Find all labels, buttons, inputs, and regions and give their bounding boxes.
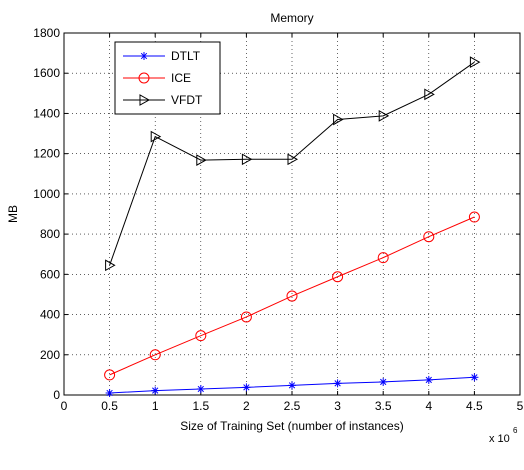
data-point-ice [332, 271, 344, 283]
data-point-ice [468, 211, 480, 223]
x-multiplier-exponent: 6 [513, 426, 518, 435]
legend-marker [140, 52, 148, 60]
x-tick-label: 5 [517, 399, 524, 413]
data-point-ice [286, 290, 298, 302]
legend-label: VFDT [171, 93, 203, 107]
data-point-dtlt [151, 386, 160, 395]
legend: DTLT ICE VFDT [114, 41, 221, 115]
data-point-ice [104, 369, 116, 381]
x-multiplier-label: x 10 [489, 433, 510, 445]
data-point-ice [377, 252, 389, 264]
data-point-vfdt [196, 154, 207, 166]
y-tick-label: 1000 [33, 187, 60, 201]
data-point-vfdt [424, 88, 435, 101]
series-layer [104, 56, 481, 397]
legend-item-vfdt: VFDT [123, 93, 203, 107]
series-line-ice [109, 216, 475, 376]
series-vfdt [105, 56, 481, 272]
y-tick-label: 1800 [33, 26, 60, 40]
data-point-dtlt [288, 381, 296, 390]
x-axis-label: Size of Training Set (number of instance… [180, 419, 403, 433]
legend-label: ICE [171, 71, 191, 85]
data-point-vfdt [150, 130, 162, 143]
data-point-vfdt [469, 56, 481, 69]
y-tick-label: 800 [40, 227, 60, 241]
x-tick-label: 2 [243, 399, 250, 413]
data-point-dtlt [379, 377, 388, 386]
x-tick-label: 0.5 [101, 399, 118, 413]
data-point-dtlt [470, 373, 479, 382]
x-tick-label: 1 [152, 399, 159, 413]
x-tick-label: 4.5 [466, 399, 483, 413]
data-point-vfdt [241, 153, 253, 166]
legend-marker [139, 94, 151, 106]
data-point-ice [240, 311, 252, 323]
x-tick-label: 3 [334, 399, 341, 413]
x-tick-label: 3.5 [375, 399, 392, 413]
series-line-vfdt [109, 61, 475, 266]
x-tick-label: 4 [425, 399, 432, 413]
y-tick-label: 1400 [33, 106, 60, 120]
data-point-ice [195, 330, 207, 342]
y-tick-label: 1600 [33, 66, 60, 80]
data-point-vfdt [287, 153, 299, 166]
series-dtlt [105, 373, 479, 397]
data-point-vfdt [105, 259, 116, 272]
x-tick-label: 1.5 [192, 399, 209, 413]
data-point-dtlt [196, 384, 205, 393]
y-tick-label: 0 [53, 388, 60, 402]
data-point-ice [423, 231, 435, 243]
data-point-vfdt [378, 110, 390, 122]
y-tick-label: 400 [40, 308, 60, 322]
chart-title: Memory [270, 11, 313, 25]
y-axis-label: MB [6, 205, 20, 223]
y-tick-label: 200 [40, 348, 60, 362]
x-tick-label: 0 [61, 399, 68, 413]
data-point-dtlt [424, 375, 433, 384]
y-tick-label: 600 [40, 267, 60, 281]
data-point-ice [149, 349, 161, 361]
data-point-dtlt [105, 388, 114, 397]
grid-lines [64, 33, 520, 395]
y-tick-label: 1200 [33, 147, 60, 161]
data-point-dtlt [333, 379, 342, 388]
legend-marker [138, 72, 150, 84]
axis-ticks: 0 0.5 1 1.5 2 2.5 3 3.5 4 4.5 5 0 200 400 600 800 1000 12… [33, 26, 523, 413]
data-point-vfdt [333, 113, 344, 126]
legend-label: DTLT [171, 49, 201, 63]
data-point-dtlt [242, 383, 251, 392]
x-tick-label: 2.5 [284, 399, 301, 413]
legend-item-dtlt: DTLT [123, 49, 201, 63]
series-ice [104, 211, 480, 381]
legend-item-ice: ICE [123, 71, 191, 85]
